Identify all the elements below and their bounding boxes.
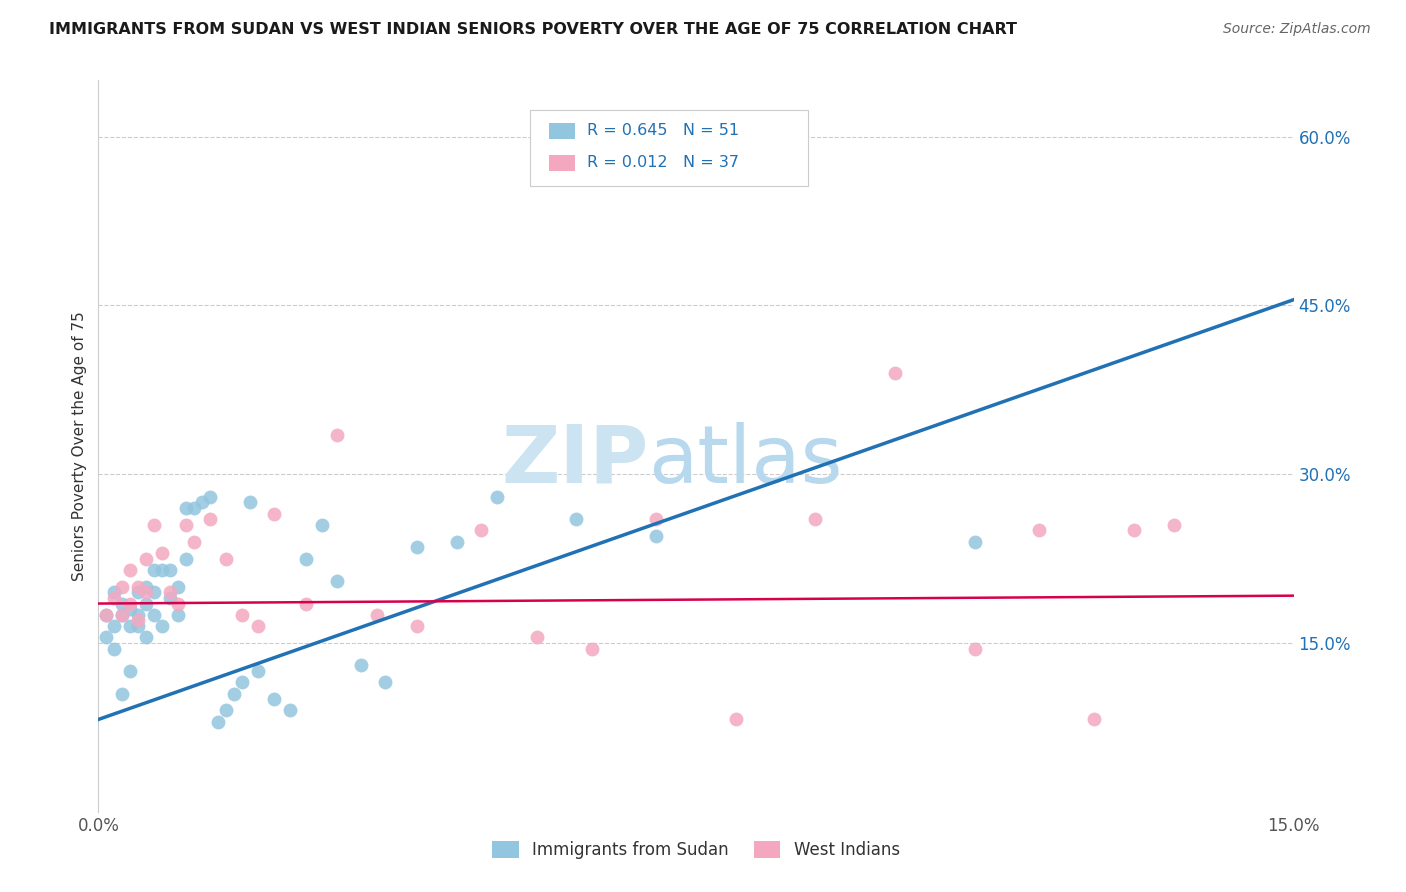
Point: [111, 607, 134, 622]
Point: [565, 512, 588, 526]
Point: [96, 607, 118, 622]
Point: [120, 664, 142, 678]
Point: [143, 607, 166, 622]
Point: [167, 607, 190, 622]
Point: [103, 641, 125, 656]
Point: [174, 500, 197, 515]
Point: [1083, 713, 1105, 727]
Point: [804, 512, 827, 526]
Y-axis label: Seniors Poverty Over the Age of 75: Seniors Poverty Over the Age of 75: [72, 311, 87, 581]
Point: [96, 630, 118, 644]
Point: [174, 551, 197, 566]
Point: [150, 546, 173, 560]
Point: [724, 713, 747, 727]
Point: [645, 529, 668, 543]
Point: [239, 495, 262, 509]
Point: [103, 619, 125, 633]
Point: [167, 580, 190, 594]
Point: [231, 675, 253, 690]
Point: [127, 580, 149, 594]
Point: [366, 607, 388, 622]
Text: R = 0.645   N = 51: R = 0.645 N = 51: [588, 123, 740, 138]
Point: [143, 585, 166, 599]
Point: [198, 490, 221, 504]
Point: [350, 658, 373, 673]
Point: [963, 534, 986, 549]
Point: [167, 597, 190, 611]
Point: [111, 580, 134, 594]
Point: [470, 524, 492, 538]
Point: [120, 563, 142, 577]
FancyBboxPatch shape: [530, 111, 808, 186]
Point: [246, 664, 269, 678]
Text: Source: ZipAtlas.com: Source: ZipAtlas.com: [1223, 22, 1371, 37]
Point: [198, 512, 221, 526]
Point: [724, 152, 747, 166]
Point: [150, 563, 173, 577]
Point: [135, 551, 157, 566]
Point: [143, 563, 166, 577]
Text: R = 0.012   N = 37: R = 0.012 N = 37: [588, 155, 740, 170]
Point: [183, 500, 205, 515]
Point: [127, 585, 149, 599]
Point: [127, 619, 149, 633]
Point: [1123, 524, 1146, 538]
Point: [143, 517, 166, 532]
Point: [406, 619, 429, 633]
FancyBboxPatch shape: [548, 123, 575, 139]
Point: [135, 580, 157, 594]
Point: [581, 641, 603, 656]
Point: [963, 641, 986, 656]
Point: [103, 591, 125, 605]
Point: [326, 574, 349, 588]
Point: [191, 495, 214, 509]
Point: [294, 597, 316, 611]
Point: [127, 614, 149, 628]
Point: [884, 366, 907, 380]
Point: [150, 619, 173, 633]
Point: [294, 551, 316, 566]
Point: [207, 714, 229, 729]
Point: [127, 607, 149, 622]
Point: [120, 619, 142, 633]
Text: IMMIGRANTS FROM SUDAN VS WEST INDIAN SENIORS POVERTY OVER THE AGE OF 75 CORRELAT: IMMIGRANTS FROM SUDAN VS WEST INDIAN SEN…: [49, 22, 1017, 37]
Point: [1163, 517, 1185, 532]
Point: [485, 490, 508, 504]
Point: [135, 597, 157, 611]
Point: [246, 619, 269, 633]
Point: [135, 630, 157, 644]
Point: [96, 607, 118, 622]
Point: [263, 692, 285, 706]
Point: [183, 534, 205, 549]
Point: [159, 585, 181, 599]
Point: [311, 517, 333, 532]
Point: [120, 602, 142, 616]
Point: [135, 585, 157, 599]
Text: ZIP: ZIP: [501, 422, 648, 500]
Legend: Immigrants from Sudan, West Indians: Immigrants from Sudan, West Indians: [485, 834, 907, 865]
Text: atlas: atlas: [648, 422, 842, 500]
Point: [111, 687, 134, 701]
Point: [406, 541, 429, 555]
Point: [526, 630, 548, 644]
Point: [215, 551, 238, 566]
Point: [231, 607, 253, 622]
Point: [159, 591, 181, 605]
Point: [111, 597, 134, 611]
FancyBboxPatch shape: [548, 155, 575, 171]
Point: [446, 534, 468, 549]
Point: [215, 703, 238, 717]
Point: [159, 563, 181, 577]
Point: [120, 597, 142, 611]
Point: [326, 427, 349, 442]
Point: [111, 607, 134, 622]
Point: [645, 512, 668, 526]
Point: [1028, 524, 1050, 538]
Point: [222, 687, 245, 701]
Point: [174, 517, 197, 532]
Point: [374, 675, 396, 690]
Point: [263, 507, 285, 521]
Point: [278, 703, 301, 717]
Point: [103, 585, 125, 599]
